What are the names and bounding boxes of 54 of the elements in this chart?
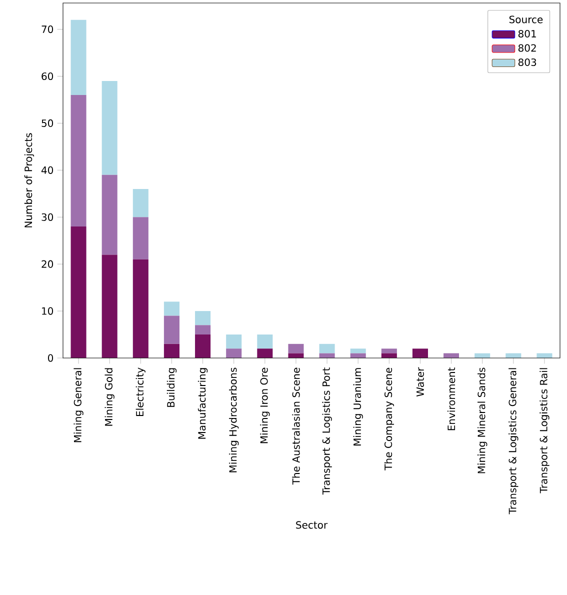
bar <box>132 259 148 358</box>
x-tick-label: The Australasian Scene <box>292 368 300 485</box>
bar <box>164 316 180 344</box>
y-tick-label: 10 <box>42 307 54 315</box>
x-tick-label: Mining General <box>74 368 84 442</box>
bar <box>70 95 86 227</box>
bar <box>70 226 86 358</box>
bar <box>195 334 211 358</box>
legend-label: 802 <box>518 44 536 52</box>
x-tick-label: Manufacturing <box>198 368 208 439</box>
y-tick-label: 20 <box>42 260 54 268</box>
x-tick-label: Electricity <box>136 368 146 416</box>
bar <box>226 348 242 358</box>
y-tick-label: 70 <box>42 26 54 34</box>
bar <box>257 334 273 349</box>
bar <box>412 348 428 358</box>
bar <box>164 344 180 358</box>
legend-label: 803 <box>518 58 536 66</box>
legend-label: 801 <box>518 30 536 38</box>
bar <box>132 188 148 218</box>
x-tick-label: Mining Hydrocarbons <box>229 368 239 472</box>
y-tick-label: 30 <box>42 213 54 221</box>
x-tick-label: Mining Uranium <box>353 368 363 446</box>
x-tick-label: Building <box>166 368 177 407</box>
bar <box>102 80 118 175</box>
x-tick-label: Transport & Logistics Rail <box>540 368 550 494</box>
bar <box>164 302 180 316</box>
bar <box>350 348 366 354</box>
bar <box>195 311 211 326</box>
x-tick-label: Transport & Logistics General <box>508 368 518 514</box>
legend-title: Source <box>509 16 543 24</box>
bar <box>132 217 148 260</box>
x-tick-label: Mining Iron Ore <box>260 368 270 444</box>
x-tick-label: The Company Scene <box>384 368 394 470</box>
bar <box>381 348 397 354</box>
x-tick-label: Water <box>416 367 424 397</box>
bar <box>102 174 118 255</box>
bar <box>226 334 242 349</box>
bar <box>102 254 118 358</box>
x-axis-title: Sector <box>296 521 328 529</box>
y-axis-title: Number of Projects <box>24 133 34 228</box>
bar <box>195 325 211 335</box>
y-tick-label: 40 <box>41 166 54 174</box>
bar <box>319 344 335 354</box>
bar <box>288 344 304 354</box>
bar <box>257 348 273 358</box>
x-tick-label: Mining Gold <box>104 368 114 426</box>
x-tick-label: Transport & Logistics Port <box>322 368 332 495</box>
x-tick-label: Environment <box>447 368 456 430</box>
x-tick-label: Mining Mineral Sands <box>478 368 488 474</box>
y-tick-label: 0 <box>48 354 54 362</box>
y-tick-label: 60 <box>42 72 54 80</box>
y-tick-label: 50 <box>42 119 54 127</box>
bar <box>70 20 86 96</box>
